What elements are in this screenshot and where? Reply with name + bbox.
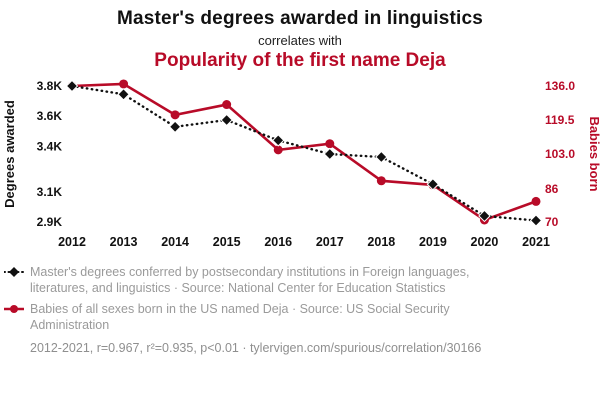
svg-text:3.1K: 3.1K — [37, 185, 63, 199]
svg-text:Degrees awarded: Degrees awarded — [2, 100, 17, 208]
legend-item-degrees: Master's degrees conferred by postsecond… — [4, 264, 590, 296]
svg-text:2014: 2014 — [161, 235, 189, 249]
svg-text:2016: 2016 — [264, 235, 292, 249]
svg-text:119.5: 119.5 — [545, 113, 575, 127]
red-circle-solid-line-icon — [4, 305, 24, 313]
svg-text:86: 86 — [545, 182, 559, 196]
chart-footer-stats: 2012-2021, r=0.967, r²=0.935, p<0.01 · t… — [30, 341, 482, 355]
legend-text-degrees: Master's degrees conferred by postsecond… — [30, 265, 470, 295]
svg-text:2015: 2015 — [213, 235, 241, 249]
svg-text:2012: 2012 — [58, 235, 86, 249]
svg-text:2018: 2018 — [367, 235, 395, 249]
svg-text:2013: 2013 — [110, 235, 138, 249]
chart-header: Master's degrees awarded in linguistics … — [0, 0, 600, 72]
chart-plot: 2.9K 3.1K 3.4K 3.6K 3.8K 70 86 103.0 119.5 136.0 2… — [2, 79, 600, 249]
svg-text:3.6K: 3.6K — [37, 109, 63, 123]
svg-text:3.8K: 3.8K — [37, 79, 63, 93]
svg-text:2020: 2020 — [471, 235, 499, 249]
svg-text:3.4K: 3.4K — [37, 139, 63, 153]
black-diamond-dotted-line-icon — [4, 267, 24, 277]
chart-legend: Master's degrees conferred by postsecond… — [0, 262, 600, 333]
svg-text:Babies born: Babies born — [587, 116, 600, 191]
svg-text:136.0: 136.0 — [545, 79, 575, 93]
svg-text:2019: 2019 — [419, 235, 447, 249]
svg-text:2.9K: 2.9K — [37, 215, 63, 229]
chart-title: Master's degrees awarded in linguistics — [116, 8, 484, 29]
chart-subtitle: Popularity of the first name Deja — [154, 50, 446, 71]
legend-text-babies: Babies of all sexes born in the US named… — [30, 302, 450, 332]
svg-text:2017: 2017 — [316, 235, 344, 249]
svg-text:103.0: 103.0 — [545, 147, 575, 161]
legend-item-babies: Babies of all sexes born in the US named… — [4, 301, 590, 333]
svg-text:2021: 2021 — [522, 235, 550, 249]
correlates-with-label: correlates with — [258, 33, 342, 48]
svg-text:70: 70 — [545, 215, 559, 229]
